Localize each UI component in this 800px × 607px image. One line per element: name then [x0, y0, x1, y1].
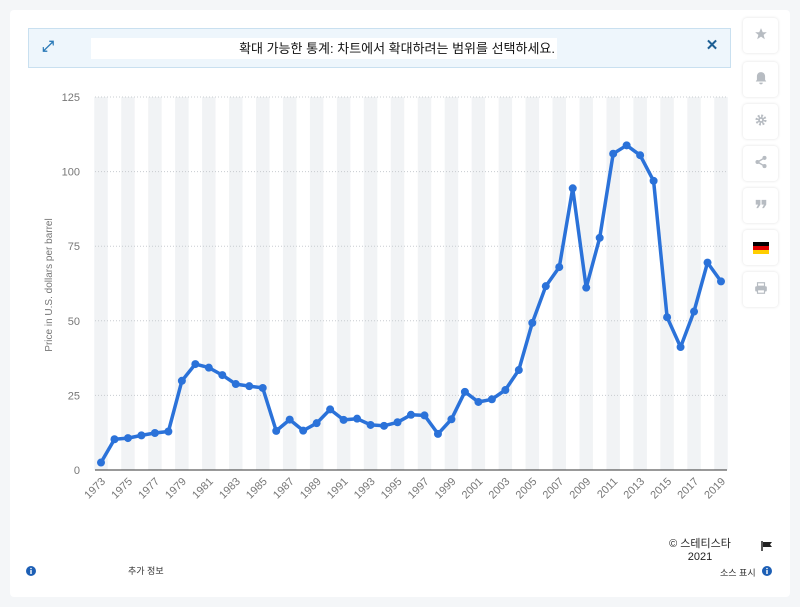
copyright-text: © 스테티스타	[669, 538, 731, 550]
show-source-link[interactable]: 소스 표시	[720, 568, 756, 578]
close-icon[interactable]: ✕	[705, 37, 719, 54]
language-button[interactable]	[743, 230, 778, 265]
gear-icon	[754, 114, 767, 126]
zoom-banner: ⤢ 확대 가능한 통계: 차트에서 확대하려는 범위를 선택하세요. ✕	[28, 28, 731, 68]
zoom-banner-message: 확대 가능한 통계: 차트에서 확대하려는 범위를 선택하세요.	[91, 38, 557, 59]
favorite-button[interactable]	[743, 18, 778, 53]
more-info-link[interactable]: 추가 정보	[128, 566, 164, 576]
report-flag-icon[interactable]	[761, 541, 773, 551]
share-button[interactable]	[743, 146, 778, 181]
chart-card	[10, 10, 790, 597]
source-info-icon[interactable]	[762, 566, 772, 576]
settings-button[interactable]	[743, 104, 778, 139]
bell-icon	[755, 72, 766, 85]
quote-icon	[755, 199, 766, 209]
share-icon	[754, 155, 767, 169]
copyright-year: 2021	[687, 551, 713, 563]
info-icon[interactable]	[26, 566, 36, 576]
star-icon	[754, 28, 767, 40]
cite-button[interactable]	[743, 188, 778, 223]
expand-icon[interactable]: ⤢	[41, 38, 54, 55]
print-icon	[754, 282, 767, 294]
german-flag-icon	[752, 242, 769, 254]
copyright: © 스테티스타 2021	[660, 538, 740, 564]
alert-button[interactable]	[743, 62, 778, 97]
print-button[interactable]	[743, 272, 778, 307]
